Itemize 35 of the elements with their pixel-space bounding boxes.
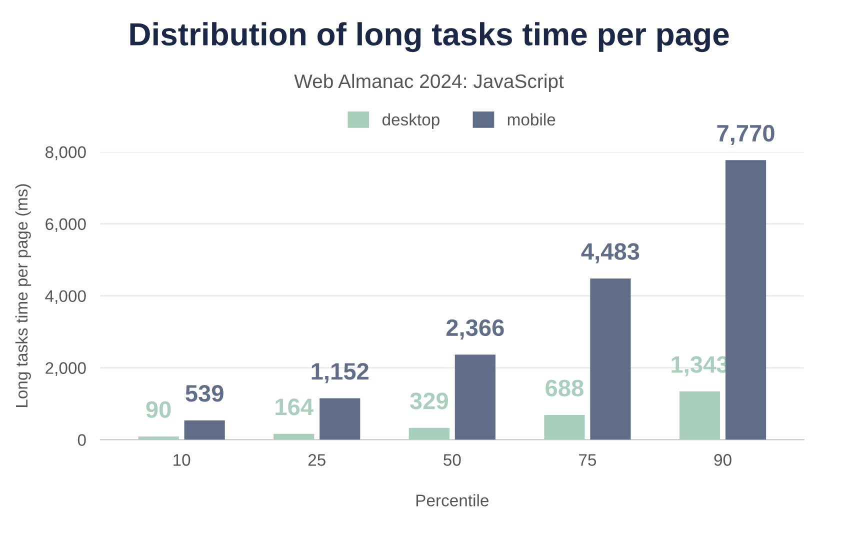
data-label: 4,483 [581, 243, 640, 264]
x-tick-label: 25 [308, 454, 326, 466]
legend-label: desktop [382, 113, 440, 129]
data-label: 90 [146, 401, 171, 418]
bar [138, 436, 179, 440]
bar [184, 420, 225, 440]
y-tick-label: 8,000 [46, 146, 86, 160]
chart-title: Distribution of long tasks time per page [130, 22, 729, 52]
bar [544, 414, 585, 440]
bar [454, 354, 496, 440]
bar [679, 391, 720, 440]
bar [725, 160, 766, 440]
data-label: 688 [546, 380, 584, 396]
data-label: 164 [276, 398, 314, 416]
y-tick-label: 0 [78, 434, 86, 446]
x-axis-title: Percentile [416, 494, 488, 506]
data-label: 329 [410, 392, 448, 410]
legend-label: mobile [508, 113, 556, 126]
y-tick-label: 4,000 [45, 290, 86, 304]
bar [320, 398, 360, 440]
chart-subtitle: Web Almanac 2024: JavaScript [294, 74, 564, 92]
x-tick-label: 75 [579, 454, 596, 466]
data-label: 2,366 [446, 319, 504, 340]
data-label: 1,152 [312, 363, 368, 384]
bar [408, 428, 450, 440]
y-axis-title: Long tasks time per page (ms) [15, 184, 31, 407]
x-tick-label: 50 [444, 454, 461, 466]
data-label: 539 [186, 385, 224, 402]
y-tick-label: 6,000 [46, 218, 86, 232]
data-label: 7,770 [717, 124, 774, 146]
bar [274, 434, 314, 440]
y-tick-label: 2,000 [46, 362, 86, 376]
x-tick-label: 90 [714, 454, 732, 466]
x-tick-label: 10 [174, 454, 190, 466]
bar [590, 278, 631, 440]
